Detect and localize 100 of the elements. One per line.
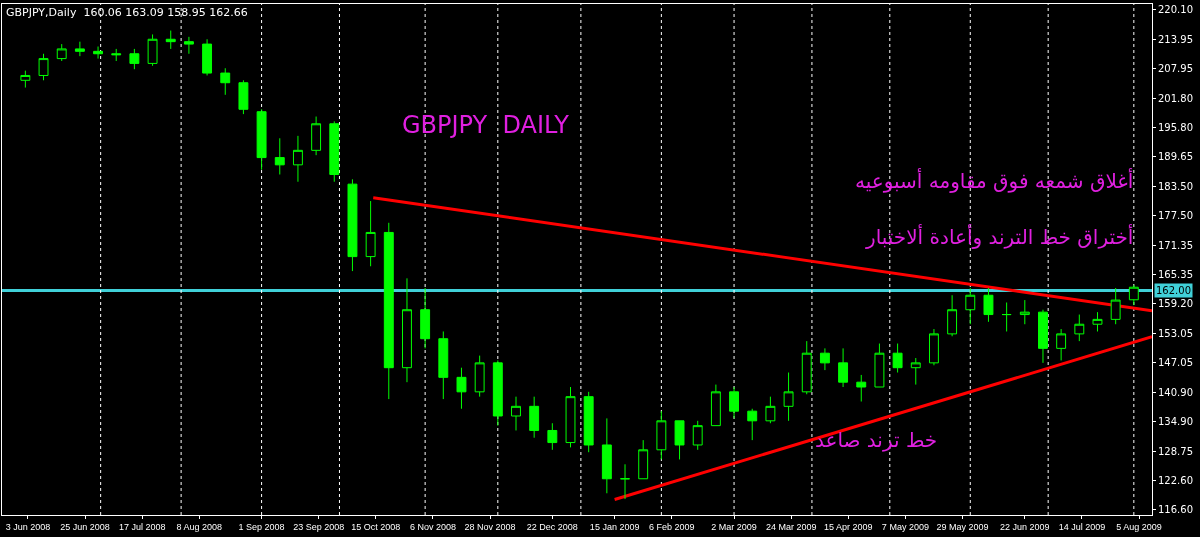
y-tick-label: 189.65 [1158, 151, 1193, 163]
annotation: خط ترند صاعد [815, 428, 938, 452]
candlestick [819, 347, 830, 371]
candlestick [111, 48, 122, 62]
candlestick [147, 33, 158, 67]
candlestick [511, 396, 521, 431]
x-tick-label: 23 Sep 2008 [293, 521, 345, 532]
candlestick [947, 294, 958, 337]
annotation: أغلاق شمعه فوق مقاومه أسبوعيه [855, 168, 1134, 193]
y-tick-label: 220.10 [1158, 4, 1193, 16]
x-tick-label: 24 Mar 2009 [765, 521, 817, 532]
candlestick [529, 396, 540, 439]
y-tick-label: 183.50 [1158, 181, 1193, 193]
candlestick [165, 30, 176, 50]
candlestick [547, 422, 558, 451]
candlestick [292, 135, 303, 183]
candlestick [365, 200, 376, 267]
x-tick-label: 14 Jul 2009 [1058, 521, 1106, 532]
y-tick-label: 128.75 [1158, 445, 1193, 457]
candlestick [692, 420, 703, 451]
x-tick-label: 2 Mar 2009 [711, 521, 757, 532]
y-tick-label: 213.95 [1158, 34, 1193, 45]
candlestick [56, 43, 67, 62]
candlestick [965, 287, 976, 325]
y-tick-label: 147.05 [1158, 357, 1193, 369]
y-tick-label: 153.05 [1158, 328, 1193, 340]
candlestick [256, 108, 267, 171]
x-tick-label: 25 Jun 2008 [60, 521, 110, 532]
chart-title: GBPJPY,Daily 160.06 163.09 158.95 162.66 [6, 5, 248, 19]
x-tick-label: 5 Aug 2009 [1116, 521, 1162, 532]
candlestick [729, 386, 740, 419]
x-tick-label: 28 Nov 2008 [464, 521, 516, 532]
candlestick [910, 357, 921, 386]
candlestick [801, 340, 812, 395]
y-tick-label: 134.90 [1158, 415, 1193, 427]
candlestick [783, 372, 794, 422]
candlestick [1074, 314, 1085, 342]
candlestick [38, 53, 49, 81]
x-tick-label: 22 Jun 2009 [1000, 521, 1050, 532]
candlestick [892, 343, 903, 374]
candlestick [1019, 299, 1030, 325]
candlestick [220, 67, 231, 96]
candlestick [274, 137, 285, 175]
candlestick [601, 417, 612, 494]
candlestick [638, 439, 649, 480]
x-tick-label: 15 Oct 2008 [351, 521, 401, 532]
candlestick [1128, 284, 1139, 306]
x-tick-label: 6 Nov 2008 [409, 521, 456, 532]
candlestick [710, 384, 721, 427]
y-tick-label: 201.80 [1158, 92, 1193, 104]
y-tick-label: 116.60 [1158, 504, 1193, 516]
x-tick-label: 8 Aug 2008 [176, 521, 223, 532]
annotation: GBPJPY DAILY [402, 111, 570, 139]
candlestick [492, 359, 503, 427]
candlestick [129, 48, 140, 70]
y-tick-label: 165.35 [1158, 268, 1193, 280]
y-tick-label: 159.20 [1158, 298, 1193, 310]
y-tick-label: 177.50 [1158, 210, 1193, 222]
candlestick [420, 287, 431, 349]
y-tick-label: 122.60 [1158, 475, 1193, 487]
candlestick [838, 347, 849, 388]
candlestick [747, 408, 758, 441]
x-tick-label: 15 Jan 2009 [589, 521, 640, 532]
candlestick [656, 410, 667, 460]
candlestick [74, 41, 85, 57]
candlestick [765, 396, 776, 424]
candlestick [238, 79, 249, 115]
candlestick [383, 222, 394, 400]
x-tick-label: 29 May 2009 [936, 521, 989, 532]
x-tick-label: 1 Sep 2008 [238, 521, 285, 532]
annotation: أختراق خط الترند وأعادة ألاختبار [865, 224, 1134, 249]
candlestick [983, 287, 994, 323]
candlestick [402, 277, 412, 383]
candlestick [1110, 287, 1121, 325]
candlestick [874, 343, 885, 388]
candlestick [583, 391, 594, 453]
candlestick [856, 374, 867, 402]
candlestick [93, 46, 103, 60]
x-tick-label: 17 Jul 2008 [118, 521, 166, 532]
y-tick-label: 140.90 [1158, 386, 1193, 398]
x-tick-label: 7 May 2009 [881, 521, 929, 532]
candlestick [674, 420, 685, 460]
candlestick [438, 330, 449, 400]
candlestick [202, 38, 213, 76]
candlestick [1092, 311, 1103, 332]
candlestick [928, 328, 939, 366]
candlestick [1038, 309, 1048, 364]
ref-line-label: 162.00 [1156, 285, 1191, 296]
candlestick [1001, 301, 1012, 332]
candlestick [347, 178, 358, 272]
candlestick [311, 116, 322, 156]
x-tick-label: 3 Jun 2008 [5, 521, 51, 532]
candlestick [1056, 328, 1067, 361]
candlestick [565, 386, 576, 448]
y-tick-label: 171.35 [1158, 239, 1193, 251]
x-tick-label: 22 Dec 2008 [526, 521, 578, 532]
x-tick-label: 15 Apr 2009 [824, 521, 873, 532]
y-tick-label: 195.80 [1158, 121, 1193, 133]
candlestick [456, 367, 467, 410]
candlestick [20, 70, 31, 89]
